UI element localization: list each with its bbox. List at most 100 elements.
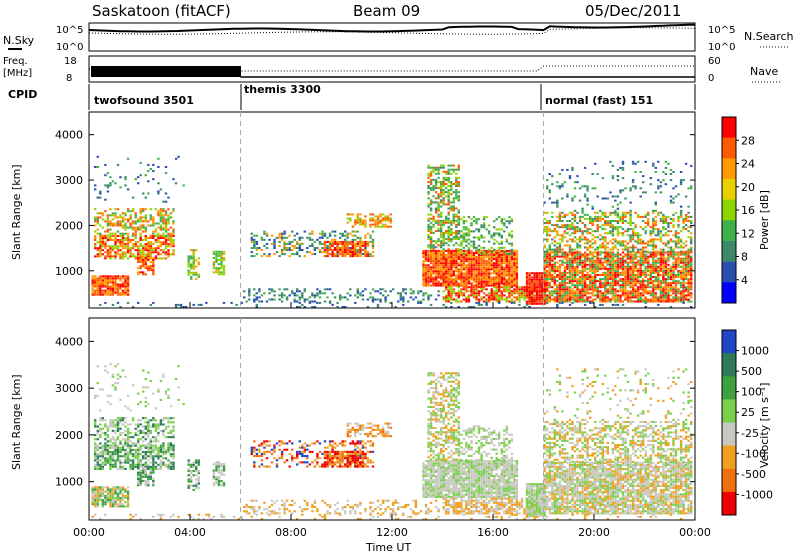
- heatmap-cell: [361, 219, 365, 222]
- heatmap-cell: [169, 234, 173, 237]
- heatmap-cell: [162, 226, 165, 229]
- heatmap-cell: [601, 213, 604, 216]
- heatmap-cell: [652, 271, 655, 274]
- heatmap-cell: [427, 244, 430, 247]
- heatmap-cell: [437, 262, 440, 265]
- heatmap-cell: [604, 222, 607, 224]
- heatmap-cell: [250, 232, 253, 235]
- heatmap-cell: [106, 237, 110, 239]
- heatmap-cell: [546, 187, 549, 190]
- heatmap-cell: [591, 255, 594, 258]
- heatmap-cell: [672, 197, 675, 200]
- heatmap-cell: [629, 246, 632, 249]
- heatmap-cell: [134, 237, 137, 239]
- heatmap-cell: [672, 248, 675, 251]
- heatmap-cell: [510, 274, 514, 277]
- heatmap-cell: [556, 269, 559, 272]
- heatmap-cell: [543, 284, 546, 287]
- heatmap-cell: [690, 222, 693, 224]
- heatmap-cell: [192, 251, 195, 254]
- heatmap-cell: [104, 257, 107, 260]
- heatmap-cell: [525, 284, 529, 287]
- heatmap-cell: [652, 220, 655, 222]
- heatmap-cell: [664, 242, 668, 245]
- heatmap-cell: [427, 203, 430, 206]
- heatmap-cell: [331, 230, 334, 233]
- heatmap-cell: [114, 222, 117, 225]
- heatmap-cell: [167, 196, 170, 199]
- heatmap-cell: [268, 292, 271, 295]
- heatmap-cell: [106, 281, 110, 284]
- heatmap-cell: [684, 286, 688, 289]
- heatmap-cell: [558, 220, 562, 222]
- heatmap-cell: [326, 255, 329, 258]
- heatmap-cell: [462, 282, 466, 285]
- heatmap-cell: [154, 257, 158, 260]
- heatmap-cell: [177, 155, 180, 158]
- heatmap-cell: [568, 276, 572, 278]
- heatmap-cell: [573, 290, 577, 293]
- heatmap-cell: [662, 222, 665, 224]
- heatmap-cell: [500, 260, 503, 263]
- heatmap-cell: [631, 286, 635, 289]
- heatmap-cell: [558, 185, 562, 188]
- heatmap-cell: [596, 226, 599, 229]
- heatmap-cell: [159, 245, 163, 248]
- heatmap-cell: [308, 296, 312, 299]
- heatmap-cell: [131, 239, 135, 241]
- heatmap-cell: [437, 258, 440, 261]
- heatmap-cell: [505, 290, 508, 293]
- heatmap-cell: [518, 298, 521, 301]
- heatmap-cell: [558, 282, 562, 285]
- heatmap-cell: [677, 263, 680, 266]
- heatmap-cell: [359, 238, 362, 241]
- heatmap-cell: [472, 254, 476, 256]
- heatmap-cell: [611, 226, 615, 229]
- heatmap-cell: [129, 241, 132, 244]
- heatmap-cell: [475, 292, 478, 295]
- heatmap-cell: [495, 240, 498, 243]
- heatmap-cell: [455, 298, 458, 301]
- heatmap-cell: [424, 266, 428, 269]
- heatmap-cell: [657, 213, 660, 216]
- heatmap-cell: [167, 220, 170, 223]
- heatmap-cell: [422, 264, 425, 267]
- heatmap-cell: [477, 250, 481, 253]
- heatmap-cell: [652, 288, 655, 291]
- heatmap-cell: [447, 244, 450, 247]
- heatmap-cell: [662, 226, 665, 229]
- heatmap-cell: [644, 288, 647, 291]
- heatmap-cell: [447, 262, 450, 265]
- heatmap-cell: [318, 240, 322, 243]
- heatmap-cell: [596, 261, 599, 264]
- heatmap-cell: [99, 291, 102, 294]
- heatmap-cell: [99, 253, 102, 256]
- heatmap-cell: [606, 288, 609, 291]
- heatmap-cell: [530, 300, 534, 303]
- heatmap-cell: [447, 270, 450, 273]
- heatmap-cell: [339, 253, 342, 256]
- heatmap-cell: [596, 286, 599, 289]
- heatmap-cell: [174, 303, 178, 306]
- heatmap-cell: [475, 246, 478, 249]
- heatmap-cell: [664, 222, 668, 224]
- heatmap-cell: [563, 265, 567, 268]
- heatmap-cell: [601, 292, 604, 295]
- heatmap-cell: [344, 306, 347, 308]
- heatmap-cell: [652, 162, 655, 165]
- heatmap-cell: [596, 288, 599, 291]
- heatmap-cell: [568, 282, 572, 285]
- heatmap-cell: [662, 290, 665, 293]
- heatmap-cell: [293, 298, 296, 301]
- heatmap-cell: [447, 284, 450, 287]
- heatmap-cell: [470, 268, 473, 271]
- heatmap-cell: [220, 267, 223, 270]
- heatmap-cell: [326, 253, 329, 256]
- heatmap-cell: [631, 278, 635, 281]
- heatmap-cell: [109, 275, 112, 278]
- heatmap-cell: [503, 294, 506, 297]
- heatmap-cell: [543, 250, 546, 253]
- heatmap-cell: [134, 230, 137, 233]
- heatmap-cell: [677, 257, 680, 260]
- heatmap-cell: [477, 228, 481, 231]
